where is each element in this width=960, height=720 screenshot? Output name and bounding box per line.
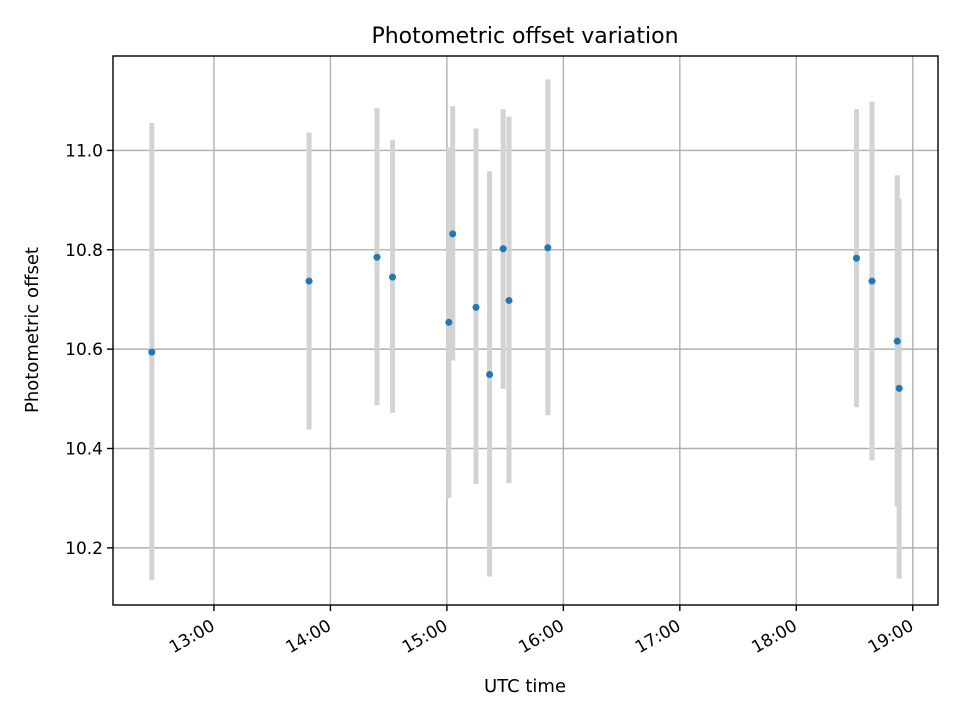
data-point — [305, 277, 313, 285]
grid — [113, 56, 938, 605]
chart-title: Photometric offset variation — [371, 24, 678, 49]
data-points — [148, 230, 903, 392]
x-axis-label: UTC time — [484, 676, 566, 697]
error-bars — [149, 79, 902, 581]
data-point — [868, 277, 876, 285]
x-tick-label: 18:00 — [748, 616, 800, 658]
y-axis: 10.2 10.4 10.6 10.8 11.0 — [65, 141, 113, 559]
data-point — [486, 370, 494, 378]
plot-frame — [112, 55, 939, 606]
y-axis-label: Photometric offset — [22, 247, 43, 413]
data-point — [148, 348, 156, 356]
x-tick-label: 19:00 — [865, 616, 917, 658]
y-tick-label: 10.6 — [65, 340, 103, 360]
x-tick-label: 15:00 — [399, 616, 451, 658]
data-point — [499, 245, 507, 253]
data-point — [893, 337, 901, 345]
data-point — [544, 244, 552, 252]
data-point — [895, 384, 903, 392]
data-point — [373, 253, 381, 261]
data-point — [449, 230, 457, 238]
data-point — [445, 318, 453, 326]
x-axis: 13:00 14:00 15:00 16:00 17:00 18:00 19:00 — [166, 605, 917, 658]
y-tick-label: 10.4 — [65, 439, 103, 459]
data-point — [389, 273, 397, 281]
y-tick-label: 10.8 — [65, 241, 103, 261]
data-point — [852, 254, 860, 262]
data-point — [505, 296, 513, 304]
x-tick-label: 16:00 — [515, 616, 567, 658]
x-tick-label: 14:00 — [282, 616, 334, 658]
x-tick-label: 17:00 — [632, 616, 684, 658]
x-tick-label: 13:00 — [166, 616, 218, 658]
y-tick-label: 11.0 — [65, 141, 103, 161]
y-tick-label: 10.2 — [65, 539, 103, 559]
data-point — [472, 303, 480, 311]
